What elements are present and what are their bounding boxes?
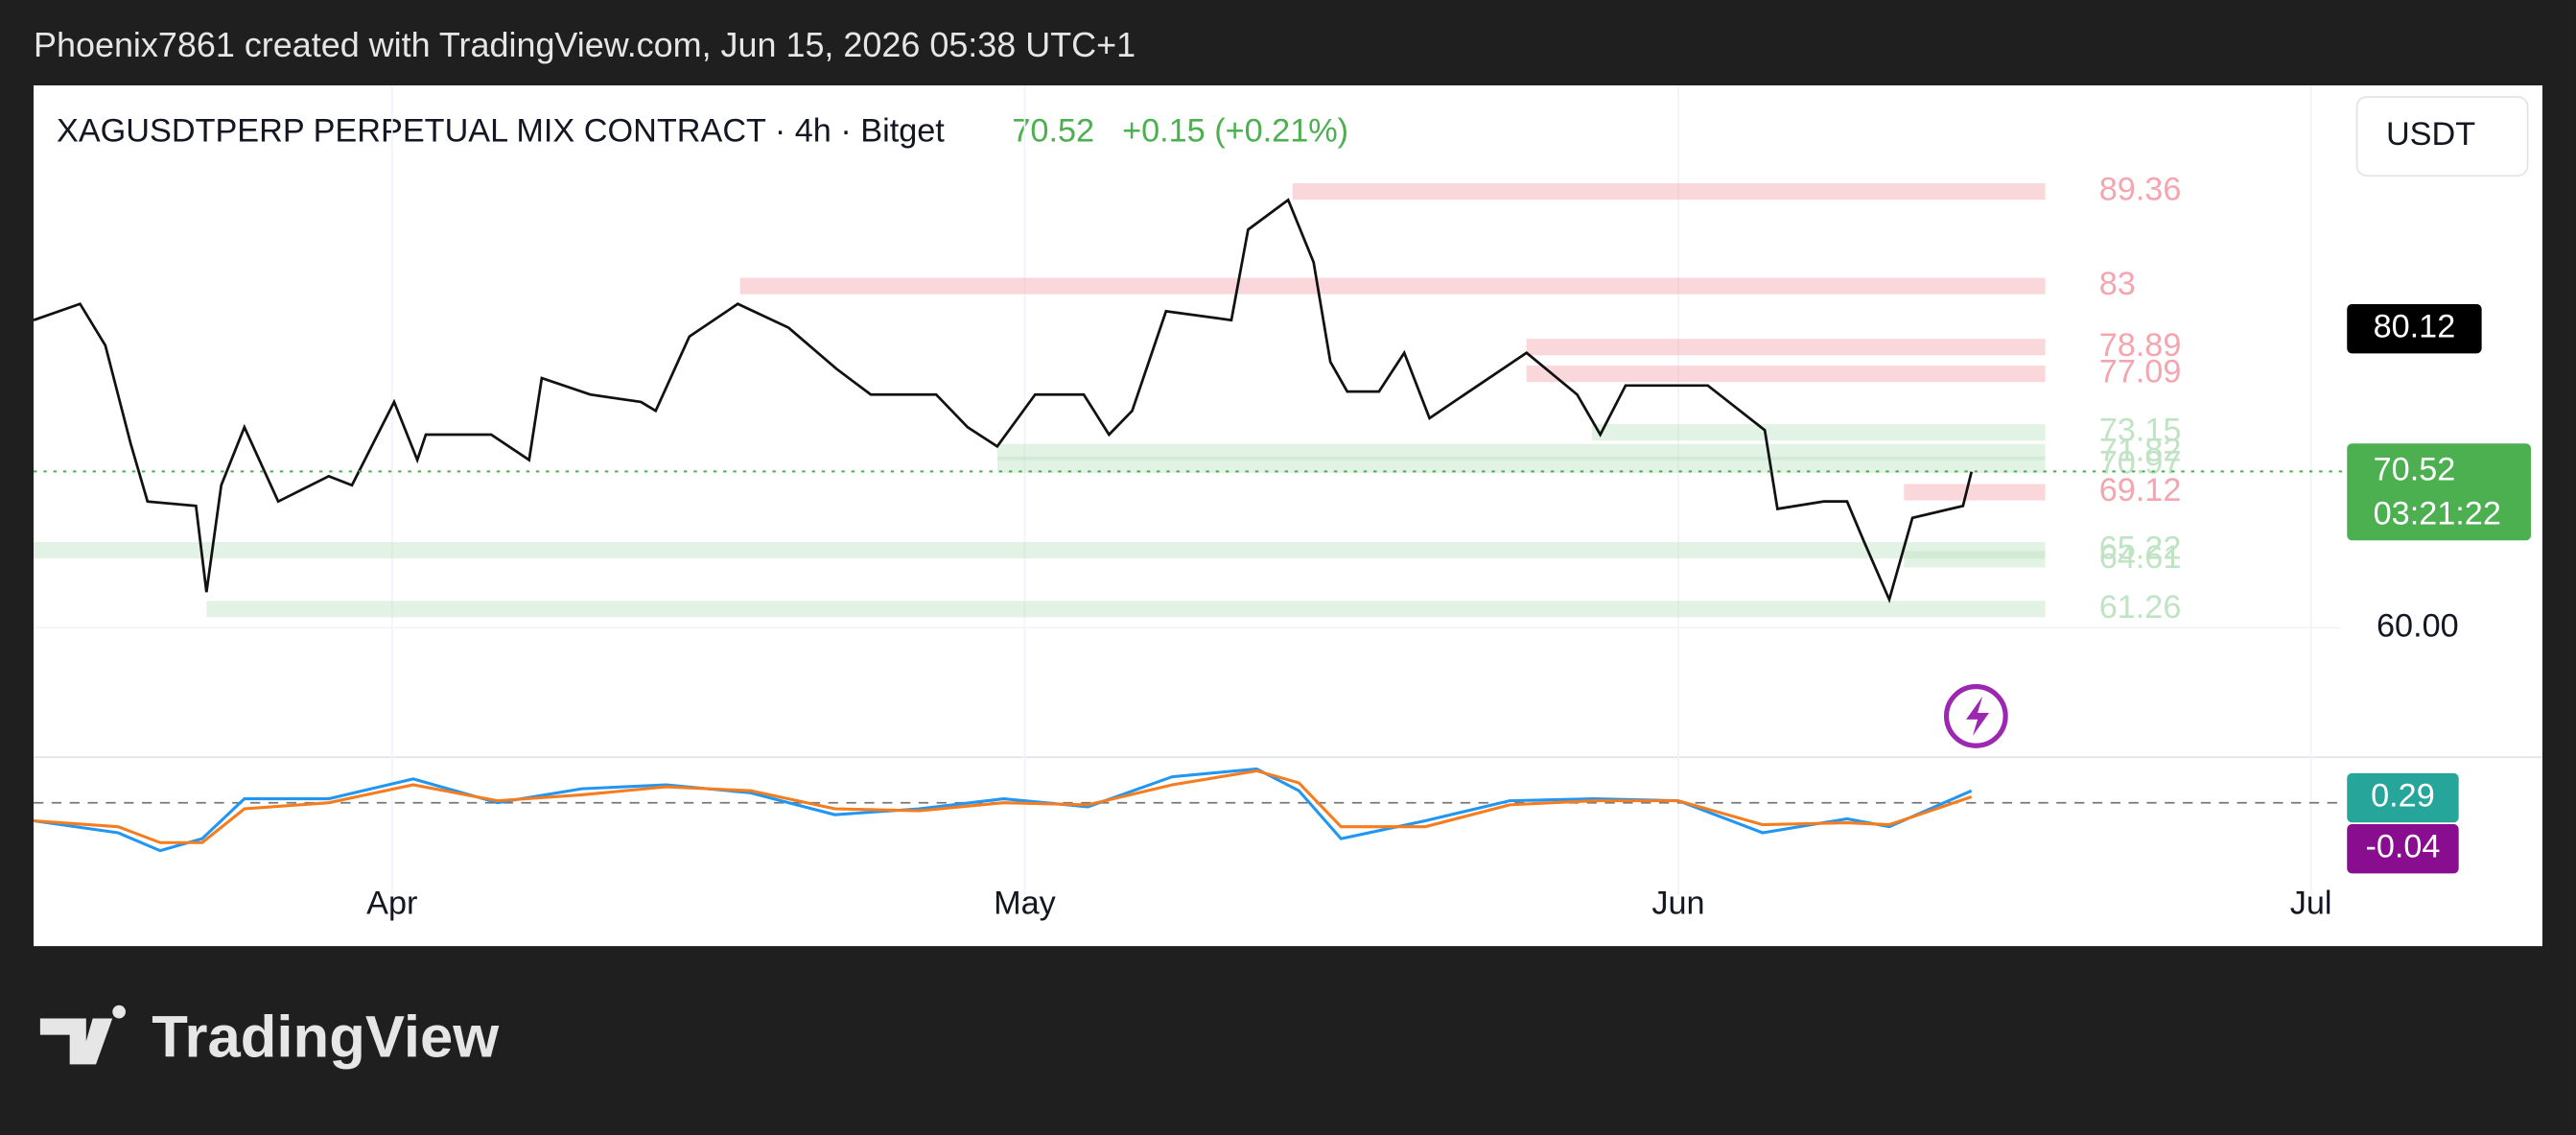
alert-bolt[interactable] [1966, 696, 1990, 736]
countdown: 03:21:22 [2374, 496, 2501, 532]
indicator-value-box [2347, 823, 2459, 874]
currency-button[interactable] [2355, 96, 2529, 177]
last-price: 70.52 [1012, 113, 1094, 150]
last-price-label: 70.52 [2374, 451, 2456, 487]
level-zone [739, 277, 2046, 295]
indicator-value-label: 0.29 [2371, 778, 2435, 815]
level-label: 71.82 [2099, 432, 2182, 468]
level-label: 65.22 [2099, 531, 2182, 567]
logo: TradingView [39, 1005, 500, 1071]
level-zone [1904, 484, 2046, 501]
x-tick-label: May [994, 885, 1057, 921]
level-zone [1292, 183, 2046, 201]
currency-label[interactable]: USDT [2386, 116, 2475, 153]
level-label: 64.61 [2099, 539, 2182, 576]
chart-panel [34, 85, 2542, 947]
alert-icon[interactable] [1943, 684, 2008, 748]
level-label: 69.12 [2099, 472, 2182, 508]
level-zone [34, 541, 2046, 559]
indicator-value-label: -0.04 [2365, 829, 2440, 865]
x-tick-label: Apr [366, 885, 417, 921]
level-zone [1526, 339, 2046, 356]
level-label: 78.89 [2099, 327, 2182, 364]
indicator-value-box [2347, 772, 2459, 823]
level-zone [1591, 424, 2046, 441]
chart-title: XAGUSDTPERP PERPETUAL MIX CONTRACT · 4h … [57, 113, 945, 150]
level-label: 89.36 [2099, 172, 2182, 208]
price-line [33, 198, 1974, 603]
x-tick-label: Jul [2290, 885, 2332, 921]
level-label: 70.97 [2099, 444, 2182, 481]
level-zone [996, 443, 2046, 461]
logo-text: TradingView [152, 1005, 500, 1071]
y-tick-label: 60.00 [2377, 607, 2459, 644]
level-zone [996, 456, 2046, 473]
x-tick-label: Jun [1651, 885, 1704, 921]
level-label: 73.15 [2099, 413, 2182, 449]
level-zone [1526, 366, 2046, 383]
level-label: 83 [2099, 266, 2136, 302]
price-change: +0.15 (+0.21%) [1122, 113, 1348, 150]
marker-box [2347, 304, 2482, 354]
level-zone [206, 601, 2046, 618]
credit: Phoenix7861 created with TradingView.com… [34, 25, 1136, 64]
logo-mark [39, 1005, 126, 1065]
level-label: 77.09 [2099, 354, 2182, 390]
level-zone [1904, 551, 2046, 568]
last-price-box [2347, 443, 2531, 541]
signal-line [33, 768, 1973, 844]
level-label: 61.26 [2099, 589, 2182, 626]
marker-label: 80.12 [2374, 309, 2456, 345]
